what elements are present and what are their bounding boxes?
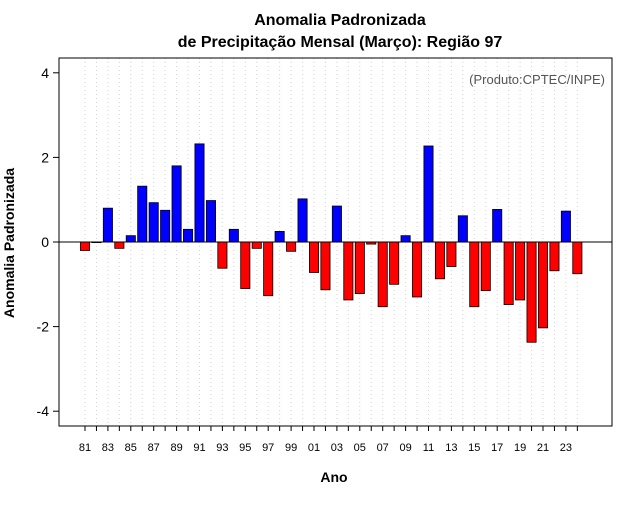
bar-2004 [343, 241, 354, 301]
bar-2001 [308, 241, 319, 273]
bar-2019 [515, 241, 526, 301]
bar-1994 [228, 228, 239, 243]
x-tick-label: 83 [102, 442, 114, 454]
x-axis-title: Ano [320, 469, 347, 485]
bar-2020 [526, 241, 537, 343]
bar-2007 [377, 241, 388, 308]
x-tick-label: 01 [308, 442, 320, 454]
chart-title-line2: de Precipitação Mensal (Março): Região 9… [178, 34, 503, 51]
bar-2022 [549, 241, 560, 272]
bar-2017 [492, 209, 503, 243]
bar-2015 [469, 241, 480, 308]
x-tick-label: 13 [445, 442, 457, 454]
bar-1988 [160, 209, 171, 243]
x-tick-label: 03 [331, 442, 343, 454]
bar-2005 [354, 241, 365, 294]
bar-2009 [400, 235, 411, 243]
bar-series [80, 143, 583, 343]
y-axis: -4 -2 0 2 4 [37, 65, 59, 419]
bar-2023 [560, 210, 571, 243]
x-tick-label: 93 [216, 442, 228, 454]
x-tick-label: 89 [170, 442, 182, 454]
bar-1987 [148, 202, 159, 243]
bar-1991 [194, 143, 205, 243]
bar-1990 [183, 228, 194, 243]
x-tick-label: 95 [239, 442, 251, 454]
x-tick-label: 17 [491, 442, 503, 454]
bar-1997 [263, 241, 274, 297]
bar-1998 [274, 231, 285, 243]
bar-2021 [538, 241, 549, 329]
x-tick-label: 07 [377, 442, 389, 454]
y-tick-label: 0 [41, 234, 49, 250]
x-tick-label: 05 [354, 442, 366, 454]
y-tick-label: -4 [37, 403, 50, 419]
bar-2010 [412, 241, 423, 298]
bar-1981 [80, 241, 91, 251]
x-tick-label: 85 [125, 442, 137, 454]
y-tick-label: -2 [37, 319, 50, 335]
bar-1985 [125, 235, 136, 243]
bar-2013 [446, 241, 457, 267]
x-tick-label: 15 [468, 442, 480, 454]
bar-1989 [171, 165, 182, 243]
bar-1996 [251, 241, 262, 249]
y-axis-title: Anomalia Padronizada [1, 168, 17, 318]
x-tick-label: 87 [148, 442, 160, 454]
bar-2018 [503, 241, 514, 305]
bar-2024 [572, 241, 583, 275]
x-tick-label: 21 [537, 442, 549, 454]
bar-2012 [434, 241, 445, 280]
bar-1993 [217, 241, 228, 269]
bar-2008 [389, 241, 400, 285]
bar-2000 [297, 198, 308, 243]
bar-1992 [205, 200, 216, 243]
y-tick-label: 2 [41, 149, 49, 165]
bar-1983 [102, 207, 113, 243]
y-tick-label: 4 [41, 65, 49, 81]
bar-2016 [480, 241, 491, 292]
x-tick-label: 23 [560, 442, 572, 454]
bar-1986 [137, 185, 148, 243]
x-tick-label: 09 [399, 442, 411, 454]
x-axis: 81 83 85 87 89 91 93 95 97 99 01 03 05 07 09 11 13 15 17 19… [79, 426, 578, 454]
x-tick-label: 91 [193, 442, 205, 454]
bar-2011 [423, 145, 434, 243]
bar-2014 [457, 215, 468, 243]
x-tick-label: 81 [79, 442, 91, 454]
x-tick-label: 97 [262, 442, 274, 454]
x-tick-label: 99 [285, 442, 297, 454]
bar-2002 [320, 241, 331, 291]
x-tick-label: 11 [423, 442, 434, 454]
bar-1995 [240, 241, 251, 289]
bar-2003 [331, 205, 342, 243]
chart-title-line1: Anomalia Padronizada [254, 12, 426, 29]
x-tick-label: 19 [514, 442, 526, 454]
credit-label: (Produto:CPTEC/INPE) [469, 72, 605, 87]
bar-1984 [114, 241, 125, 249]
bar-1999 [286, 241, 297, 252]
